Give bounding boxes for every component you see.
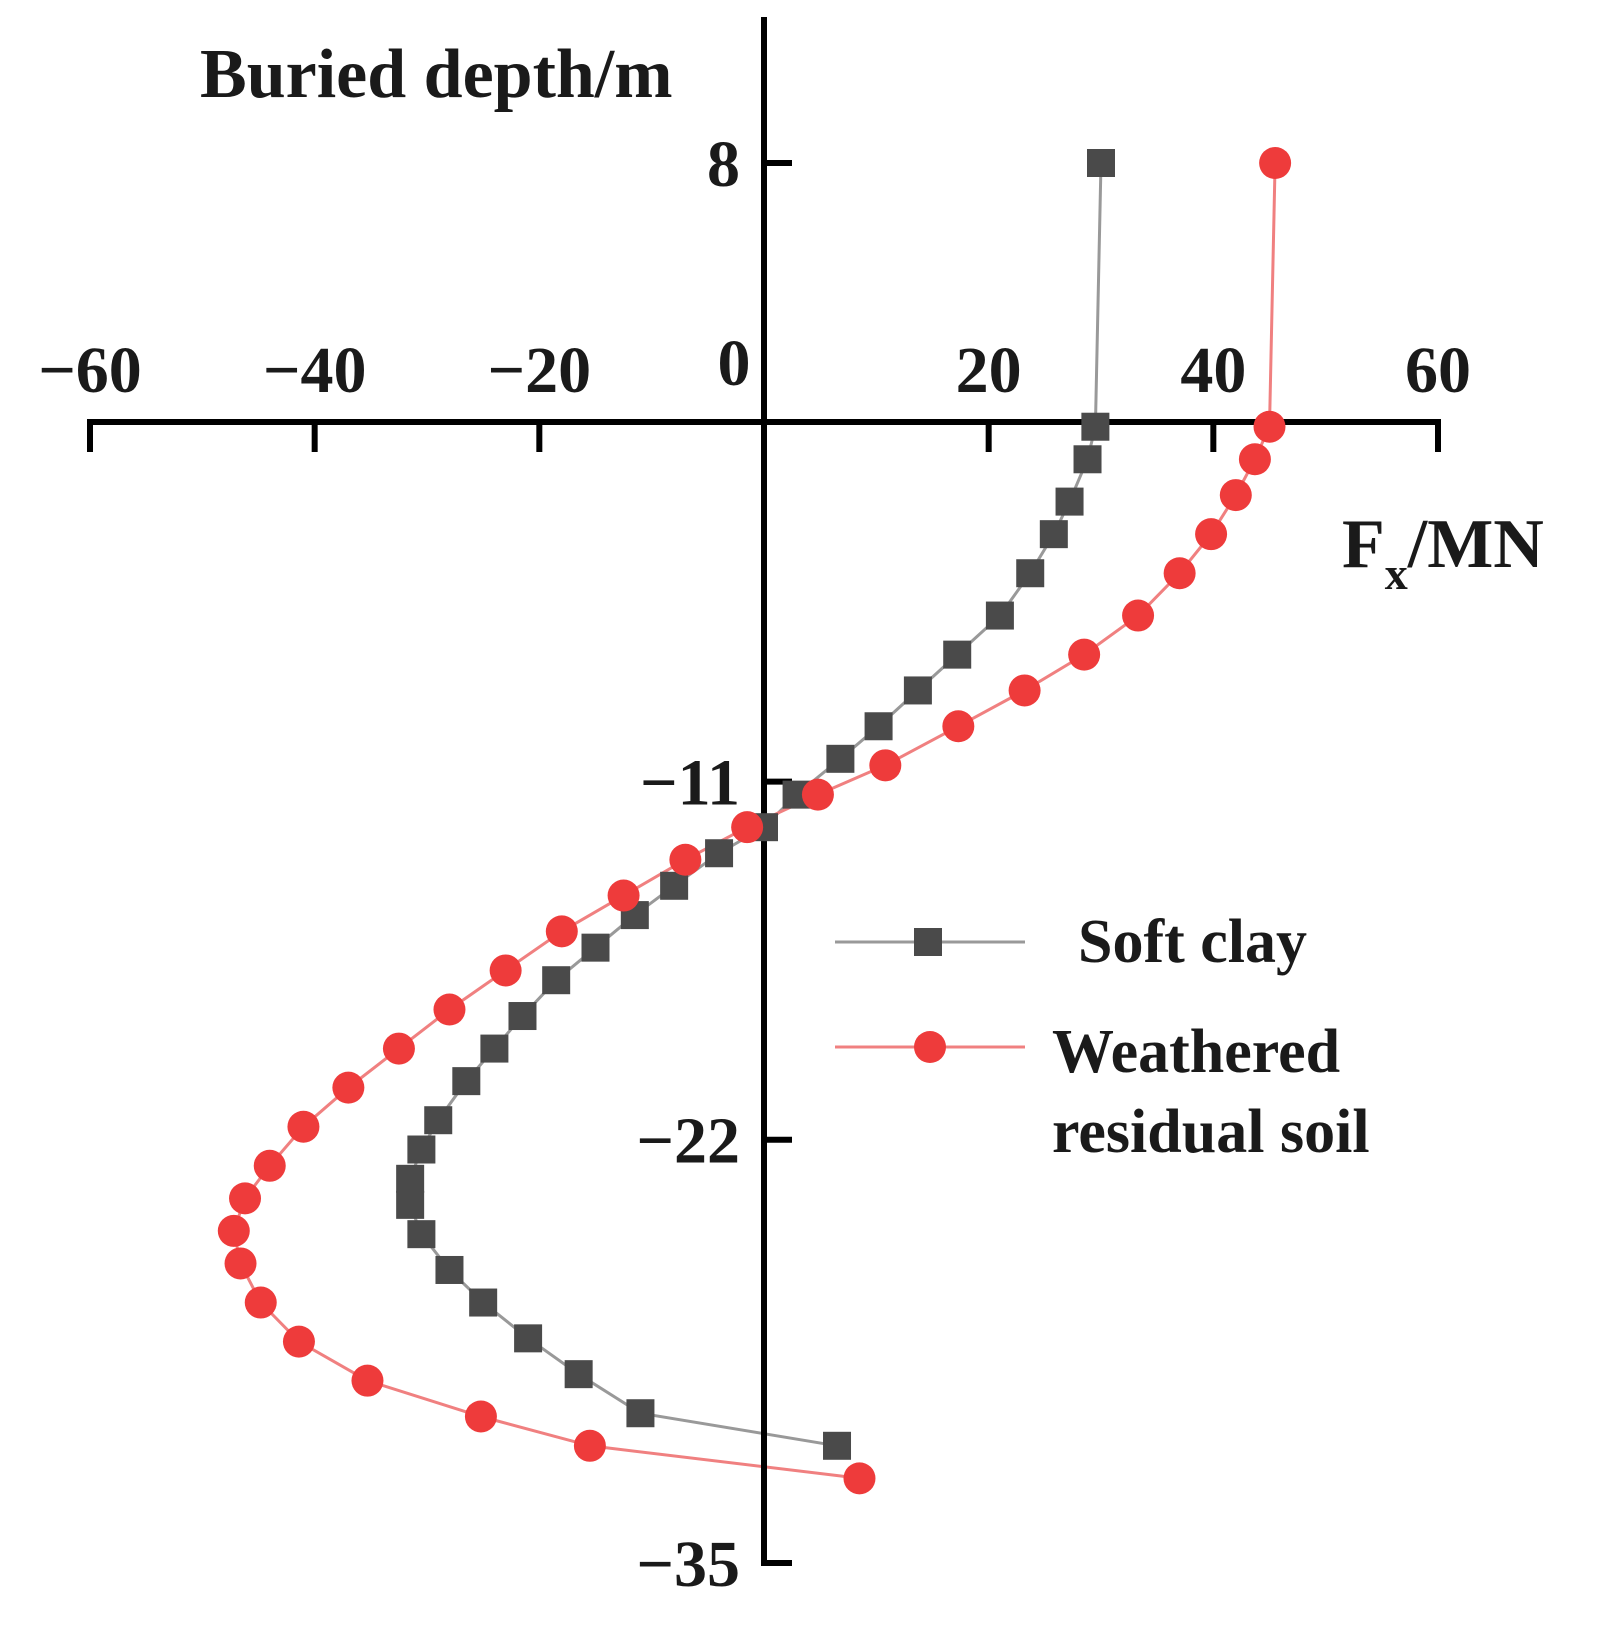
x-axis-title-sub: x: [1385, 548, 1408, 599]
legend-marker-weathered-residual-soil: [914, 1031, 946, 1063]
point-soft-clay-7: [943, 640, 972, 669]
y-tick-label-2: −22: [636, 1105, 740, 1178]
point-soft-clay-20: [452, 1067, 481, 1096]
point-soft-clay-13: [705, 839, 734, 868]
point-soft-clay-24: [396, 1190, 425, 1219]
point-weathered-residual-soil-29: [573, 1429, 606, 1462]
point-weathered-residual-soil-14: [607, 879, 640, 912]
x-tick-label-0: −60: [38, 334, 142, 407]
legend-label-weathered: Weathered: [1052, 1018, 1340, 1086]
point-soft-clay-28: [514, 1324, 543, 1353]
point-weathered-residual-soil-21: [253, 1149, 286, 1182]
point-soft-clay-22: [407, 1135, 436, 1164]
point-soft-clay-8: [903, 676, 932, 705]
point-soft-clay-31: [823, 1431, 852, 1460]
y-tick-label-1: −11: [640, 747, 740, 820]
x-tick-label-1: −40: [263, 334, 367, 407]
point-soft-clay-17: [542, 966, 571, 995]
point-weathered-residual-soil-27: [351, 1364, 384, 1397]
point-weathered-residual-soil-15: [545, 915, 578, 948]
point-weathered-residual-soil-6: [1122, 599, 1155, 632]
point-weathered-residual-soil-5: [1163, 557, 1196, 590]
y-axis-title: Buried depth/m: [200, 36, 673, 113]
point-soft-clay-23: [396, 1164, 425, 1193]
x-axis-title-main: F: [1342, 506, 1385, 583]
point-soft-clay-4: [1039, 520, 1068, 549]
point-soft-clay-18: [508, 1002, 537, 1031]
point-soft-clay-27: [469, 1288, 498, 1317]
legend-marker-soft-clay: [914, 928, 942, 956]
point-soft-clay-26: [435, 1255, 464, 1284]
y-tick-label-3: −35: [636, 1528, 740, 1601]
point-weathered-residual-soil-13: [669, 843, 702, 876]
legend: Soft clay Weathered residual soil: [835, 908, 1370, 1166]
x-tick-label-5: 40: [1180, 334, 1246, 407]
point-weathered-residual-soil-30: [843, 1462, 876, 1495]
point-weathered-residual-soil-19: [332, 1071, 365, 1104]
point-weathered-residual-soil-18: [382, 1032, 415, 1065]
point-weathered-residual-soil-28: [464, 1400, 497, 1433]
x-tick-label-4: 20: [956, 334, 1022, 407]
point-soft-clay-10: [826, 744, 855, 773]
axes: −60 −40 −20 0 20 40 60 8 −11 −22 −35: [38, 17, 1471, 1601]
point-weathered-residual-soil-17: [433, 993, 466, 1026]
point-soft-clay-1: [1081, 412, 1110, 441]
point-soft-clay-0: [1087, 149, 1115, 177]
point-weathered-residual-soil-3: [1219, 479, 1252, 512]
point-weathered-residual-soil-8: [1008, 674, 1041, 707]
point-weathered-residual-soil-2: [1238, 443, 1271, 476]
point-weathered-residual-soil-23: [217, 1214, 250, 1247]
point-weathered-residual-soil-1: [1253, 410, 1286, 443]
x-tick-label-6: 60: [1405, 334, 1471, 407]
point-soft-clay-30: [626, 1399, 655, 1428]
point-weathered-residual-soil-11: [801, 778, 834, 811]
point-weathered-residual-soil-20: [287, 1110, 320, 1143]
x-axis-title-unit: /MN: [1407, 506, 1544, 583]
y-ticks: 8 −11 −22 −35: [636, 128, 792, 1601]
legend-label-weathered-residual-soil: Weathered residual soil: [1052, 1018, 1370, 1166]
point-weathered-residual-soil-22: [229, 1182, 262, 1215]
point-weathered-residual-soil-16: [489, 954, 522, 987]
x-tick-label-3: 0: [718, 327, 751, 400]
point-weathered-residual-soil-10: [869, 749, 902, 782]
point-soft-clay-21: [424, 1106, 453, 1135]
series-markers: [217, 147, 1292, 1495]
legend-label-soft-clay: Soft clay: [1078, 908, 1307, 976]
x-axis-title: Fx/MN: [1342, 506, 1544, 599]
point-soft-clay-3: [1055, 487, 1084, 516]
point-soft-clay-25: [407, 1220, 436, 1249]
legend-label-residual-soil: residual soil: [1052, 1098, 1370, 1166]
x-ticks: −60 −40 −20 0 20 40 60: [38, 327, 1471, 452]
point-weathered-residual-soil-9: [942, 710, 975, 743]
point-soft-clay-14: [660, 871, 689, 900]
point-soft-clay-29: [564, 1360, 593, 1389]
point-weathered-residual-soil-25: [244, 1286, 277, 1319]
point-soft-clay-19: [480, 1034, 509, 1063]
point-weathered-residual-soil-24: [224, 1247, 257, 1280]
point-soft-clay-16: [581, 933, 610, 962]
point-soft-clay-6: [985, 601, 1014, 630]
point-weathered-residual-soil-7: [1068, 638, 1101, 671]
point-weathered-residual-soil-12: [731, 811, 764, 844]
point-weathered-residual-soil-26: [282, 1325, 315, 1358]
y-tick-label-0: 8: [707, 128, 740, 201]
point-weathered-residual-soil-4: [1195, 518, 1228, 551]
point-soft-clay-5: [1016, 559, 1045, 588]
point-soft-clay-9: [864, 712, 893, 741]
x-tick-label-2: −20: [488, 334, 592, 407]
point-soft-clay-2: [1073, 445, 1102, 474]
point-weathered-residual-soil-0: [1259, 147, 1292, 179]
